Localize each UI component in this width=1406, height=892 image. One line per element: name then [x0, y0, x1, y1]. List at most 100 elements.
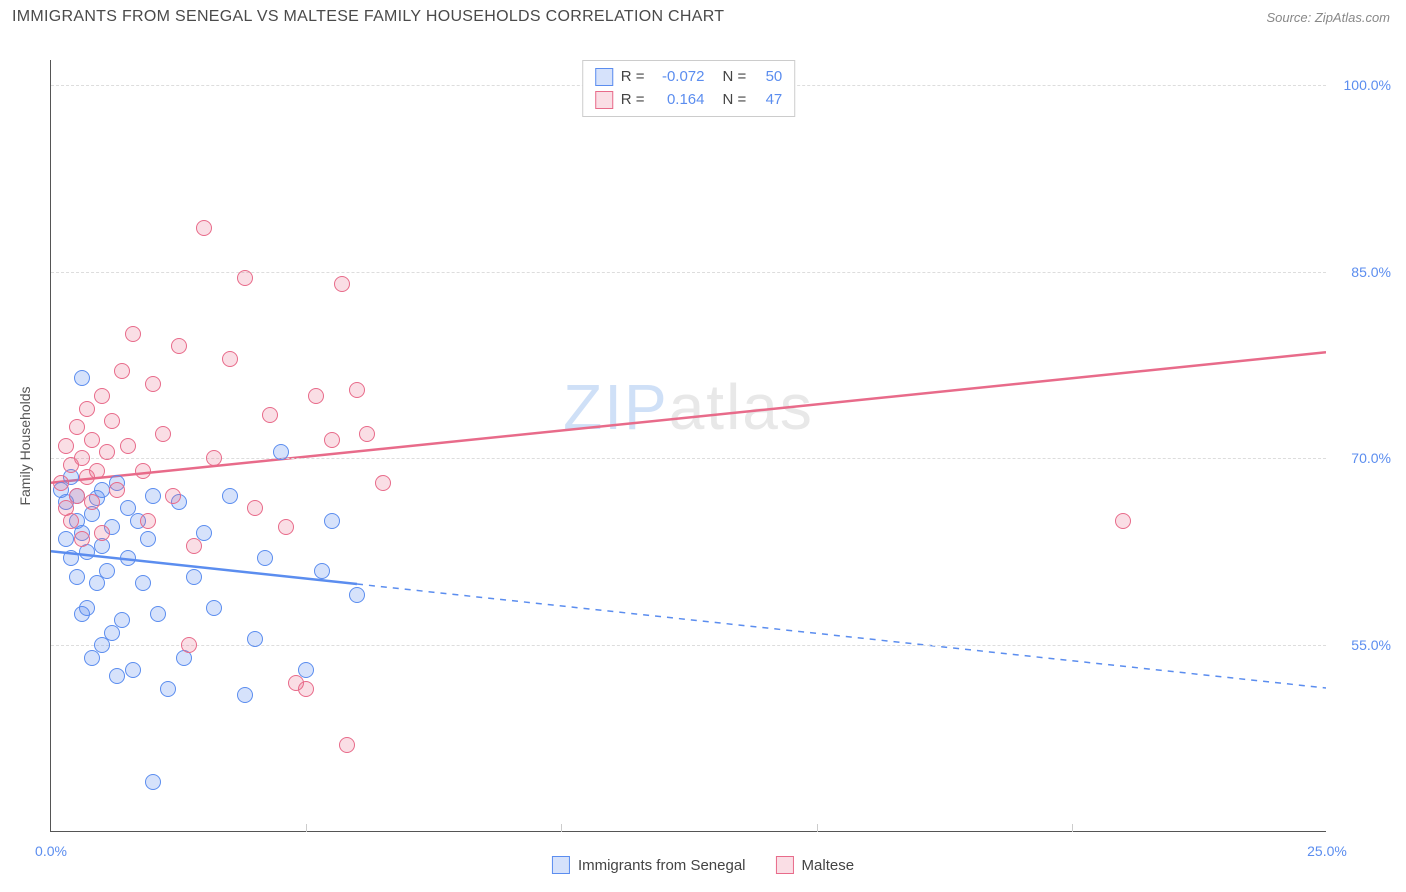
scatter-point: [1115, 513, 1131, 529]
legend-series: Immigrants from Senegal Maltese: [552, 856, 854, 874]
scatter-point: [114, 612, 130, 628]
gridline-horizontal: [51, 458, 1326, 459]
scatter-point: [89, 463, 105, 479]
scatter-point: [58, 438, 74, 454]
scatter-point: [79, 401, 95, 417]
scatter-point: [196, 220, 212, 236]
scatter-point: [349, 382, 365, 398]
y-tick-label: 100.0%: [1344, 77, 1391, 93]
y-tick-label: 70.0%: [1351, 450, 1391, 466]
scatter-point: [298, 681, 314, 697]
scatter-point: [109, 668, 125, 684]
scatter-point: [181, 637, 197, 653]
y-axis-title: Family Households: [17, 386, 33, 505]
legend-item: Maltese: [776, 856, 855, 874]
scatter-point: [257, 550, 273, 566]
gridline-vertical: [817, 824, 818, 832]
stat-r-value: 0.164: [653, 89, 705, 112]
scatter-point: [206, 600, 222, 616]
scatter-point: [150, 606, 166, 622]
gridline-vertical: [1072, 824, 1073, 832]
scatter-point: [84, 494, 100, 510]
scatter-point: [109, 482, 125, 498]
y-tick-label: 85.0%: [1351, 264, 1391, 280]
legend-swatch: [595, 68, 613, 86]
legend-stat-row: R =-0.072N =50: [595, 66, 783, 89]
scatter-point: [63, 513, 79, 529]
scatter-point: [339, 737, 355, 753]
scatter-point: [63, 550, 79, 566]
scatter-point: [145, 488, 161, 504]
scatter-point: [94, 388, 110, 404]
stat-n-label: N =: [723, 66, 747, 89]
legend-swatch: [776, 856, 794, 874]
scatter-point: [375, 475, 391, 491]
trend-lines: [51, 60, 1326, 831]
legend-swatch: [552, 856, 570, 874]
scatter-point: [237, 687, 253, 703]
scatter-point: [125, 662, 141, 678]
scatter-point: [79, 600, 95, 616]
watermark: ZIPatlas: [563, 370, 814, 444]
scatter-point: [247, 631, 263, 647]
scatter-point: [69, 419, 85, 435]
scatter-point: [120, 438, 136, 454]
scatter-point: [222, 351, 238, 367]
gridline-horizontal: [51, 645, 1326, 646]
scatter-point: [74, 531, 90, 547]
scatter-point: [186, 538, 202, 554]
scatter-point: [359, 426, 375, 442]
scatter-point: [160, 681, 176, 697]
scatter-point: [120, 550, 136, 566]
legend-stat-row: R = 0.164 N = 47: [595, 89, 783, 112]
scatter-point: [69, 488, 85, 504]
scatter-point: [140, 531, 156, 547]
gridline-vertical: [561, 824, 562, 832]
scatter-point: [334, 276, 350, 292]
scatter-point: [165, 488, 181, 504]
scatter-point: [145, 376, 161, 392]
scatter-point: [135, 575, 151, 591]
scatter-point: [140, 513, 156, 529]
scatter-point: [135, 463, 151, 479]
scatter-point: [74, 370, 90, 386]
scatter-point: [324, 513, 340, 529]
legend-swatch: [595, 91, 613, 109]
scatter-point: [145, 774, 161, 790]
scatter-point: [186, 569, 202, 585]
legend-stats: R =-0.072N =50R =0.164N =47: [582, 60, 796, 117]
scatter-point: [222, 488, 238, 504]
scatter-point: [114, 363, 130, 379]
stat-r-value: -0.072: [653, 66, 705, 89]
legend-item: Immigrants from Senegal: [552, 856, 746, 874]
gridline-vertical: [306, 824, 307, 832]
scatter-point: [278, 519, 294, 535]
stat-n-value: 47: [754, 89, 782, 112]
scatter-chart: ZIPatlas R =-0.072N =50R =0.164N =47 55.…: [50, 60, 1326, 832]
scatter-point: [99, 444, 115, 460]
scatter-point: [125, 326, 141, 342]
x-tick-label: 25.0%: [1307, 843, 1347, 859]
scatter-point: [237, 270, 253, 286]
x-tick-label: 0.0%: [35, 843, 67, 859]
legend-label: Maltese: [802, 857, 855, 874]
source-label: Source: ZipAtlas.com: [1266, 10, 1390, 25]
y-tick-label: 55.0%: [1351, 637, 1391, 653]
legend-label: Immigrants from Senegal: [578, 857, 746, 874]
stat-n-label: N =: [723, 89, 747, 112]
scatter-point: [247, 500, 263, 516]
scatter-point: [314, 563, 330, 579]
scatter-point: [155, 426, 171, 442]
stat-r-label: R =: [621, 89, 645, 112]
scatter-point: [74, 450, 90, 466]
scatter-point: [349, 587, 365, 603]
scatter-point: [262, 407, 278, 423]
scatter-point: [94, 525, 110, 541]
scatter-point: [99, 563, 115, 579]
scatter-point: [104, 413, 120, 429]
scatter-point: [324, 432, 340, 448]
scatter-point: [273, 444, 289, 460]
scatter-point: [53, 475, 69, 491]
scatter-point: [206, 450, 222, 466]
chart-title: IMMIGRANTS FROM SENEGAL VS MALTESE FAMIL…: [12, 8, 724, 26]
